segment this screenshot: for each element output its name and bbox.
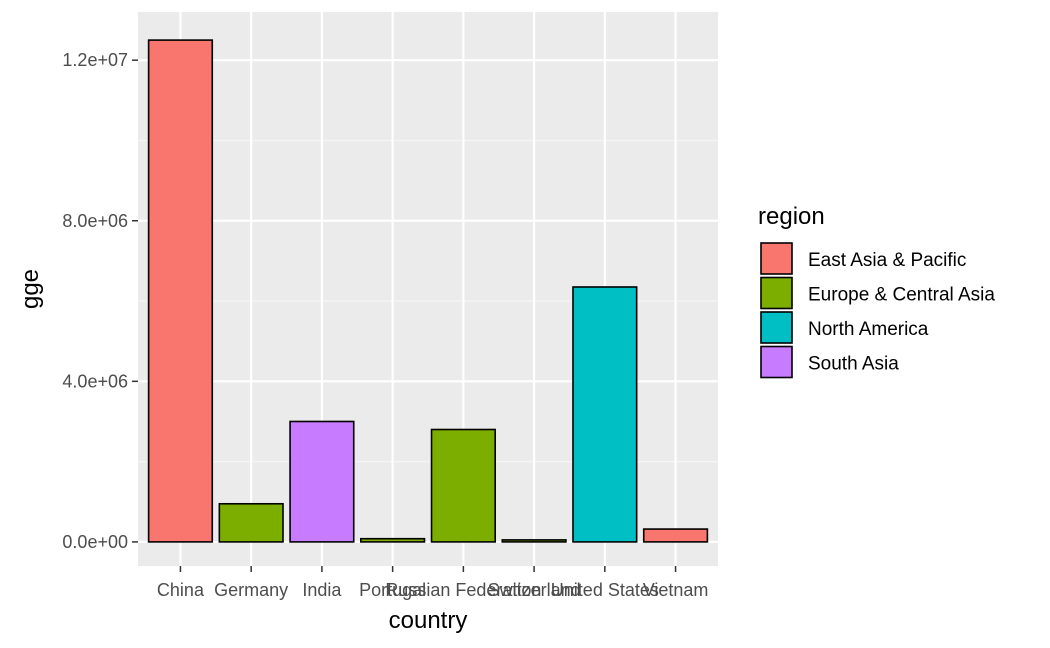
legend: region East Asia & Pacific Europe & Centr… <box>758 203 995 379</box>
y-axis-title: gge <box>17 269 44 309</box>
bar <box>218 502 284 543</box>
bar <box>572 286 638 543</box>
x-axis-title: country <box>389 607 468 634</box>
legend-key <box>760 276 793 310</box>
bar <box>642 528 709 543</box>
x-tick-label: Switzerland <box>488 580 581 600</box>
bar <box>289 420 355 543</box>
legend-key <box>760 345 793 379</box>
legend-key <box>760 311 793 344</box>
x-tick-label: United States <box>551 580 659 600</box>
legend-label: Europe & Central Asia <box>808 285 995 306</box>
legend-title: region <box>758 203 825 230</box>
x-tick-label: China <box>157 580 205 600</box>
bar <box>147 39 214 543</box>
y-tick-label: 1.2e+07 <box>62 50 128 70</box>
legend-label: East Asia & Pacific <box>808 250 966 271</box>
x-tick-label: Russian Federation <box>385 580 541 600</box>
x-tick-label: Germany <box>214 580 288 600</box>
legend-label: North America <box>808 319 929 340</box>
x-tick-label: Vietnam <box>643 580 709 600</box>
y-tick-label: 4.0e+06 <box>62 371 128 391</box>
x-tick-label: Portugal <box>359 580 426 600</box>
bar <box>501 539 567 543</box>
legend-key <box>760 242 793 275</box>
legend-label: South Asia <box>808 354 899 375</box>
y-axis: 0.0e+00 4.0e+06 8.0e+06 1.2e+07 <box>62 50 138 552</box>
x-tick-label: India <box>302 580 342 600</box>
bars <box>147 39 709 543</box>
y-tick-label: 8.0e+06 <box>62 211 128 231</box>
y-tick-label: 0.0e+00 <box>62 532 128 552</box>
legend-items: East Asia & Pacific Europe & Central Asia… <box>760 242 995 379</box>
bar <box>360 537 426 543</box>
bar <box>430 428 496 543</box>
